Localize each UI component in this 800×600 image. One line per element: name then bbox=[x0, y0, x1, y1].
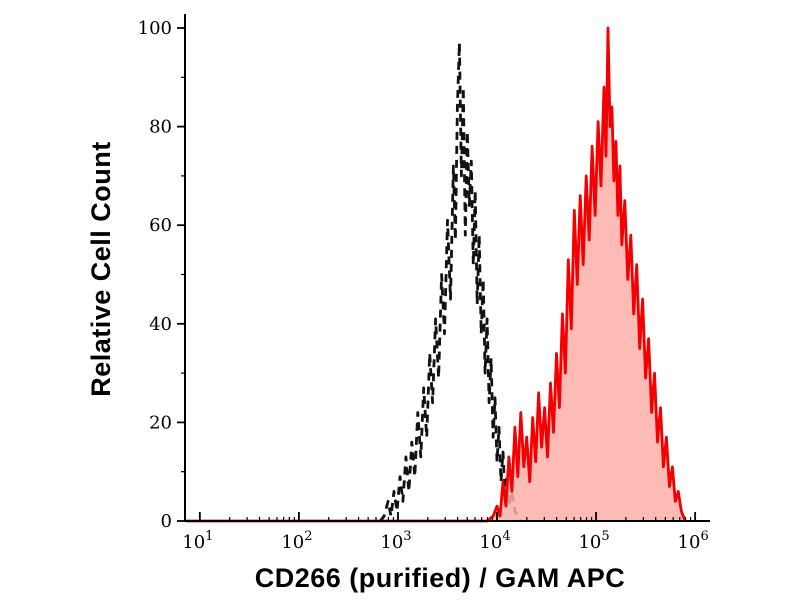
y-tick-label: 0 bbox=[161, 511, 172, 532]
series-cd266-purified-gam-apc-trace bbox=[186, 26, 687, 523]
x-tick-label: 103 bbox=[380, 529, 411, 553]
y-tick-label: 20 bbox=[149, 412, 172, 433]
y-axis-label: Relative Cell Count bbox=[86, 141, 116, 397]
x-tick-label: 101 bbox=[182, 529, 213, 553]
y-tick-label: 100 bbox=[138, 18, 172, 39]
y-tick-label: 80 bbox=[149, 117, 172, 138]
x-tick-label: 106 bbox=[678, 529, 709, 553]
x-tick-label: 104 bbox=[479, 529, 510, 553]
y-tick-label: 60 bbox=[149, 215, 172, 236]
x-tick-label: 105 bbox=[578, 529, 609, 553]
series-negative-control-trace bbox=[379, 41, 522, 522]
y-tick-label: 40 bbox=[149, 314, 172, 335]
x-axis-label: CD266 (purified) / GAM APC bbox=[254, 563, 626, 593]
x-tick-label: 102 bbox=[281, 529, 312, 553]
